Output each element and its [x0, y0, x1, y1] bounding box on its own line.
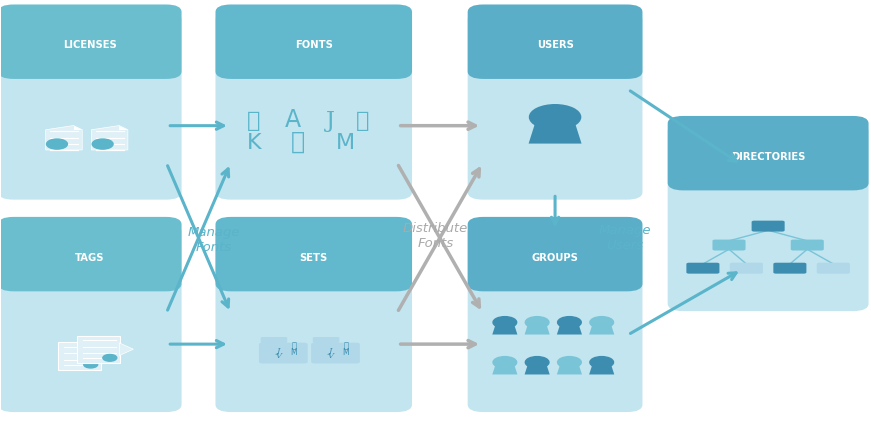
- FancyBboxPatch shape: [712, 240, 746, 251]
- Circle shape: [557, 357, 581, 368]
- Polygon shape: [524, 361, 550, 374]
- Text: LICENSES: LICENSES: [63, 41, 117, 51]
- Text: K: K: [246, 133, 261, 154]
- Text: J: J: [328, 347, 332, 355]
- Circle shape: [557, 316, 581, 328]
- Polygon shape: [589, 361, 614, 374]
- FancyBboxPatch shape: [215, 12, 412, 200]
- Circle shape: [92, 139, 113, 149]
- Text: ℱ: ℱ: [247, 110, 260, 132]
- Circle shape: [530, 105, 581, 130]
- FancyBboxPatch shape: [0, 5, 181, 79]
- Text: M: M: [342, 348, 349, 357]
- FancyBboxPatch shape: [668, 116, 868, 190]
- Polygon shape: [73, 126, 82, 130]
- FancyBboxPatch shape: [468, 12, 643, 200]
- Polygon shape: [492, 321, 517, 335]
- Bar: [231, 260, 396, 284]
- Polygon shape: [57, 342, 101, 370]
- Circle shape: [590, 316, 613, 328]
- Polygon shape: [492, 361, 517, 374]
- FancyBboxPatch shape: [215, 5, 412, 79]
- Text: V: V: [327, 352, 334, 360]
- Text: ℬ: ℬ: [291, 343, 296, 351]
- FancyBboxPatch shape: [260, 337, 287, 343]
- Text: J: J: [326, 110, 334, 132]
- FancyBboxPatch shape: [259, 343, 307, 363]
- Text: FONTS: FONTS: [294, 41, 333, 51]
- FancyBboxPatch shape: [817, 263, 850, 273]
- Polygon shape: [119, 343, 133, 355]
- Polygon shape: [119, 126, 128, 130]
- Text: M: M: [335, 133, 354, 154]
- FancyBboxPatch shape: [0, 225, 181, 412]
- FancyBboxPatch shape: [668, 124, 868, 311]
- Text: A: A: [285, 108, 301, 132]
- FancyBboxPatch shape: [686, 263, 719, 273]
- Polygon shape: [77, 335, 120, 363]
- FancyBboxPatch shape: [311, 343, 360, 363]
- FancyBboxPatch shape: [468, 217, 643, 291]
- Text: 𝒱: 𝒱: [290, 131, 305, 154]
- Text: DIRECTORIES: DIRECTORIES: [731, 152, 806, 162]
- Bar: [483, 260, 627, 284]
- Polygon shape: [557, 361, 582, 374]
- Polygon shape: [557, 321, 582, 335]
- FancyBboxPatch shape: [0, 217, 181, 291]
- Circle shape: [46, 139, 67, 149]
- FancyBboxPatch shape: [0, 12, 181, 200]
- Circle shape: [84, 361, 98, 368]
- Text: USERS: USERS: [537, 41, 573, 51]
- Circle shape: [103, 354, 117, 361]
- Bar: [684, 160, 853, 183]
- Bar: [483, 48, 627, 71]
- Text: GROUPS: GROUPS: [531, 253, 578, 263]
- FancyBboxPatch shape: [791, 240, 824, 251]
- Circle shape: [493, 316, 517, 328]
- Bar: [231, 48, 396, 71]
- Text: TAGS: TAGS: [75, 253, 105, 263]
- Circle shape: [525, 357, 549, 368]
- Polygon shape: [524, 321, 550, 335]
- Text: Manage
Fonts: Manage Fonts: [187, 227, 240, 254]
- Polygon shape: [45, 126, 82, 150]
- Circle shape: [525, 316, 549, 328]
- Text: ℬ: ℬ: [343, 343, 348, 351]
- FancyBboxPatch shape: [313, 337, 340, 343]
- FancyBboxPatch shape: [215, 217, 412, 291]
- Bar: [14, 48, 165, 71]
- Circle shape: [493, 357, 517, 368]
- Polygon shape: [91, 126, 128, 150]
- Polygon shape: [100, 350, 114, 362]
- FancyBboxPatch shape: [773, 263, 807, 273]
- Polygon shape: [589, 321, 614, 335]
- Text: Manage
Users: Manage Users: [599, 225, 652, 252]
- FancyBboxPatch shape: [468, 5, 643, 79]
- FancyBboxPatch shape: [730, 263, 763, 273]
- Text: J: J: [276, 347, 280, 355]
- FancyBboxPatch shape: [468, 225, 643, 412]
- FancyBboxPatch shape: [752, 221, 785, 232]
- Text: V: V: [275, 352, 281, 360]
- Text: M: M: [290, 348, 297, 357]
- FancyBboxPatch shape: [215, 225, 412, 412]
- Text: ℬ: ℬ: [356, 110, 369, 132]
- Polygon shape: [529, 115, 582, 143]
- Text: Distribute
Fonts: Distribute Fonts: [403, 222, 468, 250]
- Text: SETS: SETS: [300, 253, 327, 263]
- Bar: [14, 260, 165, 284]
- Circle shape: [590, 357, 613, 368]
